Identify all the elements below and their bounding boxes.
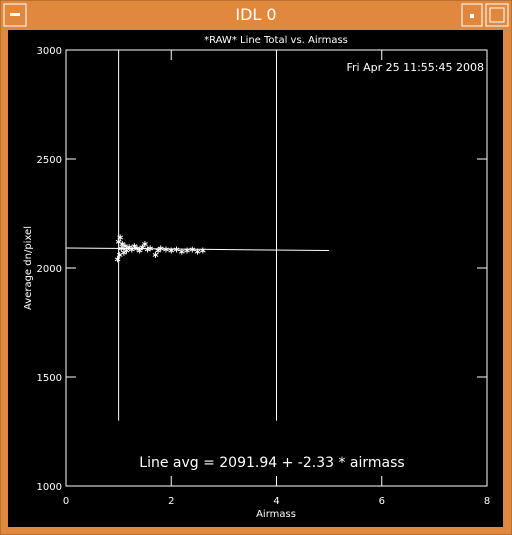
point	[147, 245, 154, 252]
x-tick-label: 2	[168, 496, 174, 507]
point	[122, 243, 128, 250]
point	[114, 256, 121, 263]
x-tick-label: 6	[379, 496, 385, 507]
fit-annotation: Line avg = 2091.94 + -2.33 * airmass	[139, 455, 404, 471]
point	[189, 246, 196, 253]
point	[178, 248, 185, 255]
point	[117, 234, 124, 241]
point	[126, 244, 132, 251]
point	[199, 247, 206, 254]
plot-canvas	[8, 30, 503, 527]
point	[119, 241, 126, 248]
point	[142, 241, 148, 248]
window-title: IDL 0	[235, 5, 276, 24]
x-axis-label: Airmass	[256, 509, 296, 520]
point	[121, 249, 127, 256]
point	[168, 247, 175, 254]
x-tick-label: 0	[63, 496, 69, 507]
point	[157, 245, 164, 252]
point	[163, 246, 169, 253]
chart-title: *RAW* Line Total vs. Airmass	[204, 35, 348, 46]
point	[184, 247, 190, 254]
point	[194, 248, 201, 255]
menu-icon	[10, 13, 20, 16]
maximize-button[interactable]	[485, 3, 509, 27]
y-tick-label: 2000	[37, 264, 62, 275]
y-tick-label: 1500	[37, 373, 62, 384]
y-axis-label: Average dn/pixel	[23, 226, 34, 310]
minimize-icon	[470, 14, 474, 18]
y-tick-label: 1000	[37, 482, 62, 493]
point	[131, 243, 138, 250]
maximize-icon	[489, 7, 505, 23]
point	[152, 251, 159, 258]
point	[173, 246, 180, 253]
y-tick-label: 3000	[37, 46, 62, 57]
x-tick-label: 4	[273, 496, 279, 507]
x-tick-label: 8	[484, 496, 490, 507]
y-tick-label: 2500	[37, 155, 62, 166]
timestamp: Fri Apr 25 11:55:45 2008	[346, 61, 484, 74]
point	[155, 247, 161, 254]
point	[134, 245, 140, 252]
